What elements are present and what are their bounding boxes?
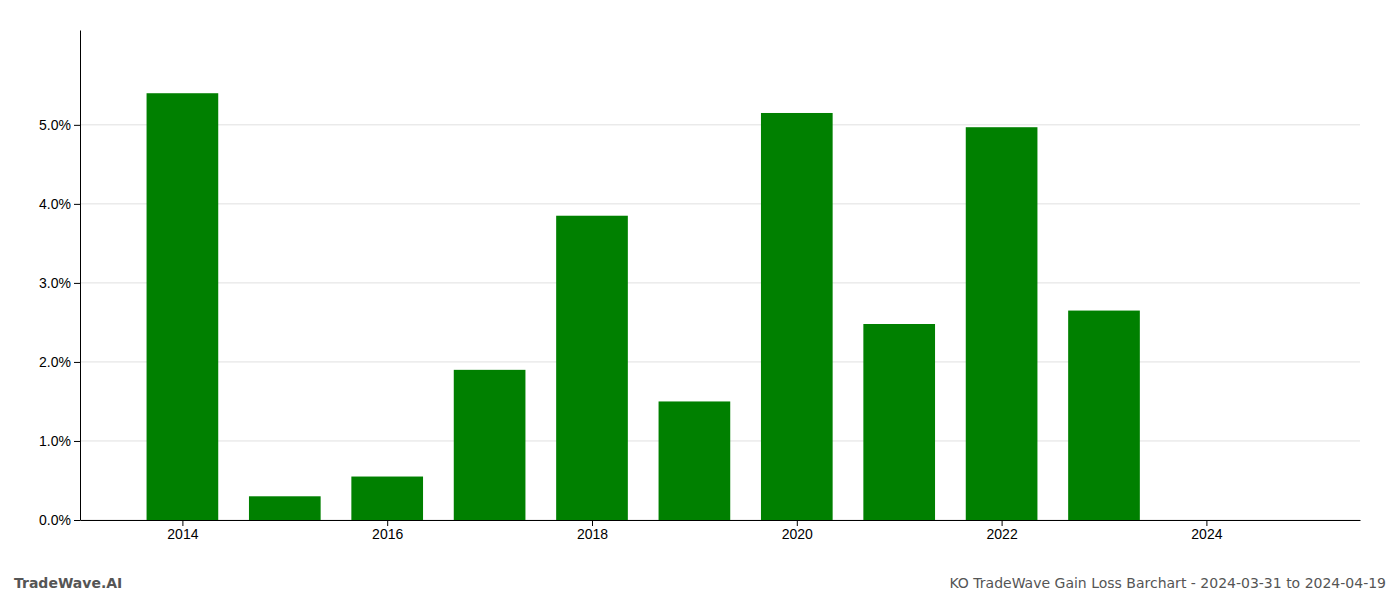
grid-line: [80, 282, 1360, 283]
y-tick: 0.0%: [39, 512, 80, 528]
x-tick-label: 2014: [167, 526, 198, 542]
x-tick-label: 2022: [987, 526, 1018, 542]
y-axis-line: [80, 31, 81, 521]
y-tick-label: 3.0%: [39, 275, 71, 291]
x-tick: 2022: [987, 520, 1018, 542]
y-tick-label: 2.0%: [39, 354, 71, 370]
bar: [454, 370, 526, 520]
annotation: TradeWave.AI: [14, 575, 122, 591]
y-tick: 3.0%: [39, 275, 80, 291]
y-tick-mark: [74, 520, 80, 521]
x-tick: 2014: [167, 520, 198, 542]
bars: [147, 93, 1140, 520]
x-tick-label: 2016: [372, 526, 403, 542]
x-axis: 2014 2016 2018 2020 2022 2024: [81, 520, 1361, 542]
y-tick-mark: [74, 441, 80, 442]
grid-line: [80, 124, 1360, 125]
y-tick-mark: [74, 204, 80, 205]
bar: [556, 216, 628, 520]
bar: [351, 477, 423, 520]
bar: [863, 324, 935, 520]
y-tick-mark: [74, 125, 80, 126]
y-tick-label: 4.0%: [39, 196, 71, 212]
x-axis-line: [81, 520, 1361, 521]
y-tick: 2.0%: [39, 354, 80, 370]
bar: [147, 93, 219, 520]
grid: [80, 125, 1360, 520]
bar: [966, 127, 1038, 520]
annotation: KO TradeWave Gain Loss Barchart - 2024-0…: [949, 575, 1386, 591]
x-tick-label: 2018: [577, 526, 608, 542]
grid-line: [80, 361, 1360, 362]
x-tick: 2016: [372, 520, 403, 542]
y-tick-label: 5.0%: [39, 117, 71, 133]
y-axis: 0.0% 1.0% 2.0% 3.0% 4.0% 5.0%: [39, 31, 80, 528]
y-tick-mark: [74, 283, 80, 284]
grid-line: [80, 203, 1360, 204]
bar: [659, 401, 731, 520]
x-tick-label: 2024: [1191, 526, 1222, 542]
x-tick: 2024: [1191, 520, 1222, 542]
y-tick-mark: [74, 362, 80, 363]
y-tick-label: 0.0%: [39, 512, 71, 528]
bar: [249, 496, 321, 520]
y-tick: 4.0%: [39, 196, 80, 212]
y-tick: 5.0%: [39, 117, 80, 133]
x-tick: 2020: [782, 520, 813, 542]
bar: [761, 113, 833, 520]
x-tick-label: 2020: [782, 526, 813, 542]
y-tick-label: 1.0%: [39, 433, 71, 449]
chart: 0.0% 1.0% 2.0% 3.0% 4.0% 5.0% 2014 2016 2018 2020…: [0, 0, 1400, 600]
y-tick: 1.0%: [39, 433, 80, 449]
bar: [1068, 311, 1140, 520]
x-tick: 2018: [577, 520, 608, 542]
